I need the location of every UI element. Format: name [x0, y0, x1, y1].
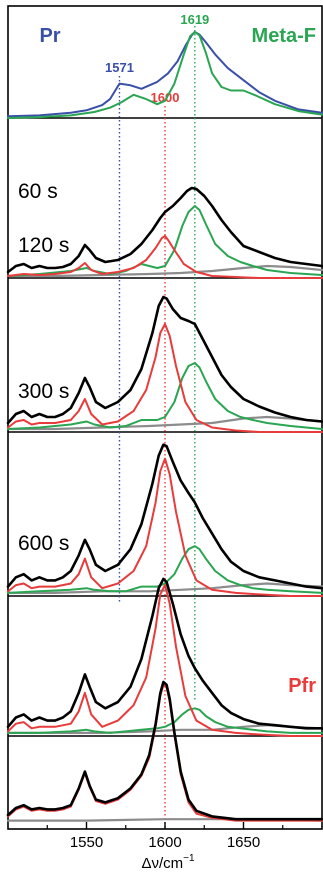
series-line: [7, 584, 323, 737]
series-line: [6, 577, 323, 730]
reference-line-label: 1571: [105, 60, 134, 75]
panel-species-label: Pr: [39, 25, 60, 47]
series-line: [6, 295, 323, 425]
series-line: [7, 683, 323, 822]
series-line: [7, 31, 323, 118]
x-axis-label: Δν/cm−1: [141, 853, 195, 872]
series-line: [6, 415, 323, 431]
panel-300s: [6, 443, 323, 597]
series-line: [6, 680, 323, 821]
panel-120s: [6, 295, 323, 433]
x-tick-label: 1650: [227, 834, 260, 851]
reference-line-label: 1600: [151, 90, 180, 105]
panel-time-label: 300 s: [18, 380, 69, 403]
series-line: [7, 362, 323, 430]
panel-species-label: Pfr: [288, 675, 316, 697]
x-tick-label: 1600: [148, 834, 181, 851]
panel-top: [7, 31, 323, 119]
series-line: [6, 186, 323, 274]
panel-time-label: 60 s: [18, 180, 58, 203]
x-axis: Δν/cm−1 1550 1600 1650: [46, 822, 284, 872]
panel-labels: Pr Meta-F 60 s 120 s 300 s 600 s Pfr: [18, 25, 316, 697]
series-line: [7, 31, 323, 119]
panel-time-label: 600 s: [18, 532, 69, 555]
series-line: [7, 457, 323, 597]
series-line: [7, 235, 323, 279]
series-line: [7, 545, 323, 594]
series-line: [6, 582, 323, 594]
panel-600s: [6, 577, 323, 737]
x-tick-label: 1550: [70, 834, 103, 851]
panel-pfr: [6, 680, 323, 822]
reference-line-label: 1619: [180, 12, 209, 27]
panel-60s: [6, 186, 323, 279]
spectra-series: [6, 31, 323, 822]
panel-species-label: Meta-F: [252, 25, 316, 47]
panel-time-label: 120 s: [18, 234, 69, 257]
series-line: [7, 323, 323, 433]
series-line: [6, 443, 323, 590]
series-line: [7, 707, 323, 734]
